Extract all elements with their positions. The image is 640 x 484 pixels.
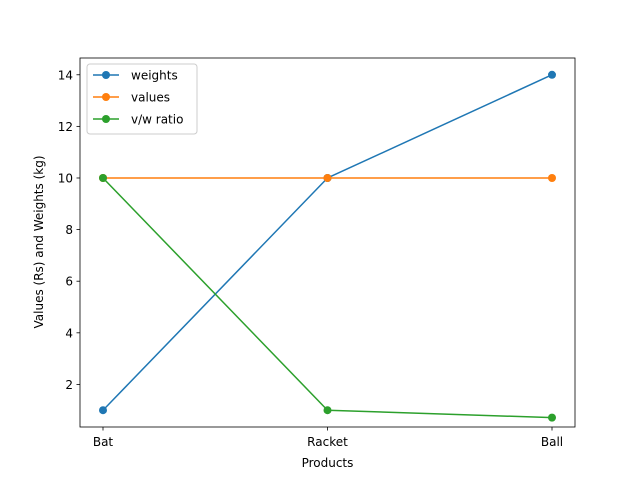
y-tick-label: 8: [65, 223, 73, 237]
data-point-v-w-ratio-racket: [323, 406, 332, 415]
y-tick-label: 6: [65, 275, 73, 289]
legend: weights values v/w ratio: [86, 63, 198, 135]
data-point-values-racket: [323, 173, 332, 182]
legend-label-values: values: [131, 91, 170, 105]
legend-swatch-marker: [102, 71, 110, 79]
y-tick-label: 4: [65, 326, 73, 340]
legend-label-v-w-ratio: v/w ratio: [131, 113, 183, 127]
legend-item-values: values: [93, 91, 170, 105]
legend-box: [86, 63, 198, 135]
y-tick-label: 2: [65, 378, 73, 392]
x-tick-label-ball: Ball: [541, 435, 563, 449]
x-axis-label: Products: [302, 456, 354, 470]
data-point-values-ball: [548, 173, 556, 182]
legend-item-v-w-ratio: v/w ratio: [93, 113, 183, 127]
axes-layer: 2 4 6 8 10 12 14 Bat Racket Ball: [58, 57, 576, 449]
x-tick-label-racket: Racket: [307, 435, 348, 449]
x-tick-label-bat: Bat: [93, 435, 114, 449]
y-tick-label: 12: [58, 120, 73, 134]
y-axis-label: Values (Rs) and Weights (kg): [32, 156, 46, 329]
legend-swatch-marker: [102, 93, 110, 101]
series-layer: [99, 70, 556, 422]
y-tick-label: 14: [58, 68, 73, 82]
legend-item-weights: weights: [93, 69, 178, 83]
data-point-weights-ball: [548, 70, 556, 79]
data-point-v-w-ratio-bat: [99, 173, 107, 182]
data-point-weights-bat: [99, 406, 107, 415]
legend-label-weights: weights: [131, 69, 178, 83]
y-tick-label: 10: [58, 171, 73, 185]
data-point-v-w-ratio-ball: [548, 413, 556, 422]
legend-swatch-marker: [102, 115, 110, 123]
